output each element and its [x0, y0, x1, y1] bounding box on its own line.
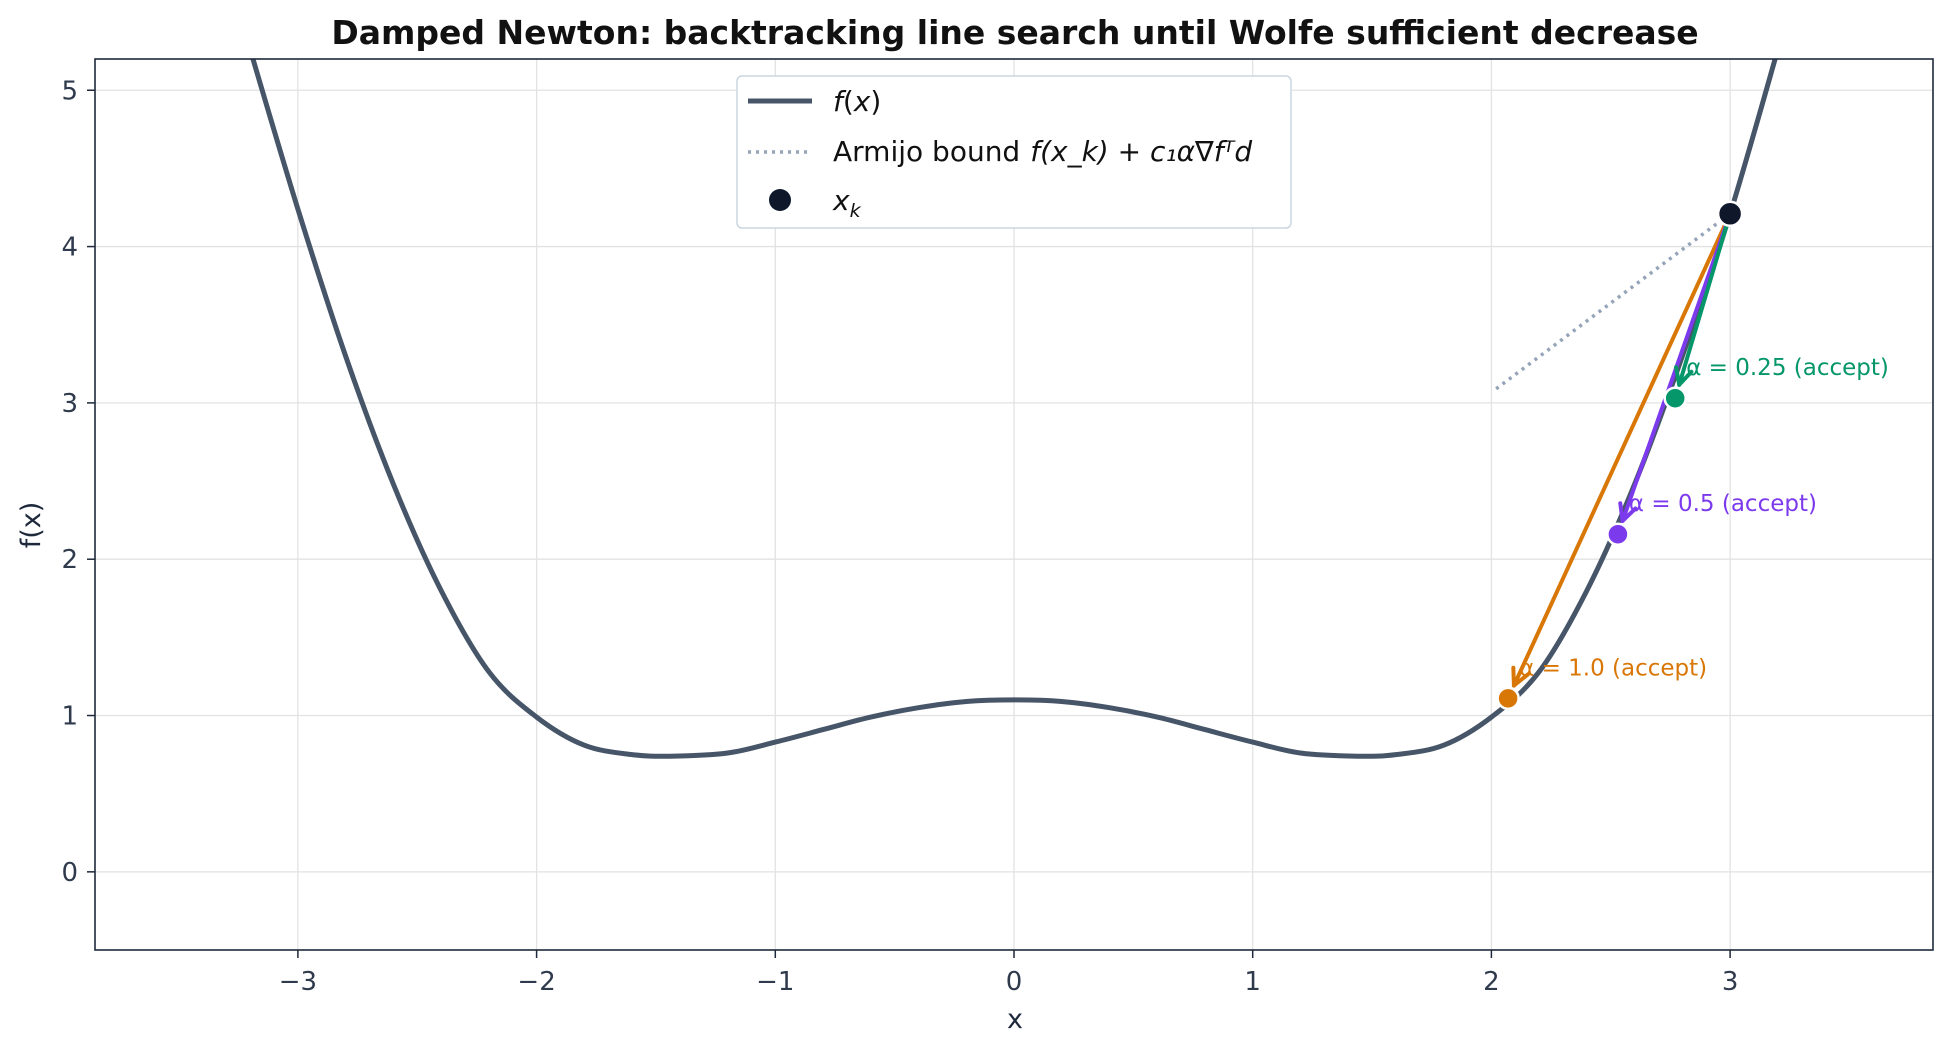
axis-ticks: −3 −2 −1 0 1 2 3 0 1 2 3 4 5 — [61, 76, 1738, 997]
step-point — [1606, 522, 1630, 546]
legend-armijo-text: Armijo bound — [833, 135, 1020, 168]
x-axis-label: x — [1007, 1004, 1023, 1035]
x-tick-label: −1 — [756, 967, 794, 997]
function-curve-path — [250, 59, 1778, 759]
x-tick-label: −2 — [517, 967, 555, 997]
y-axis-label: f(x) — [16, 502, 47, 549]
function-curve — [250, 59, 1778, 759]
step-markers: α = 1.0 (accept) α = 0.5 (accept) α = 0.25… — [1496, 200, 1889, 711]
y-tick-label: 4 — [61, 233, 78, 263]
y-tick-label: 2 — [61, 545, 78, 575]
step-arrow — [1511, 211, 1733, 688]
x-tick-label: 0 — [1006, 967, 1023, 997]
step-arrow-head — [1674, 365, 1694, 387]
y-tick-label: 1 — [61, 702, 78, 732]
armijo-bound-path — [1495, 212, 1732, 391]
y-tick-label: 5 — [61, 76, 78, 106]
legend-box — [736, 75, 1292, 229]
legend-armijo-math: f(x_k) + c₁α∇fᵀd — [1030, 135, 1252, 168]
xk-point — [1716, 200, 1744, 228]
legend-label-xk: xk — [832, 184, 862, 222]
legend-label-curve: f(x) — [833, 85, 881, 118]
step-arrow-head — [1511, 665, 1530, 688]
step-annotation: α = 0.25 (accept) — [1686, 355, 1889, 381]
step-arrow-head — [1618, 501, 1638, 523]
armijo-bound-line — [1495, 212, 1732, 391]
legend-label-armijo: Armijo bound f(x_k) + c₁α∇fᵀd — [833, 135, 1252, 168]
x-tick-label: 1 — [1244, 967, 1261, 997]
legend: f(x) Armijo bound f(x_k) + c₁α∇fᵀd xk — [736, 75, 1292, 229]
y-tick-label: 0 — [61, 858, 78, 888]
x-tick-label: 3 — [1722, 967, 1739, 997]
step-arrow — [1677, 211, 1733, 387]
step-arrows — [1511, 211, 1733, 688]
chart-title: Damped Newton: backtracking line search … — [331, 13, 1698, 52]
step-point — [1496, 686, 1520, 711]
step-point — [1663, 386, 1687, 410]
step-annotation: α = 1.0 (accept) — [1519, 655, 1707, 681]
x-tick-label: −3 — [279, 967, 317, 997]
legend-swatch-xk — [769, 189, 791, 211]
step-annotation: α = 0.5 (accept) — [1629, 491, 1817, 517]
x-tick-label: 2 — [1483, 967, 1500, 997]
y-tick-label: 3 — [61, 389, 78, 419]
